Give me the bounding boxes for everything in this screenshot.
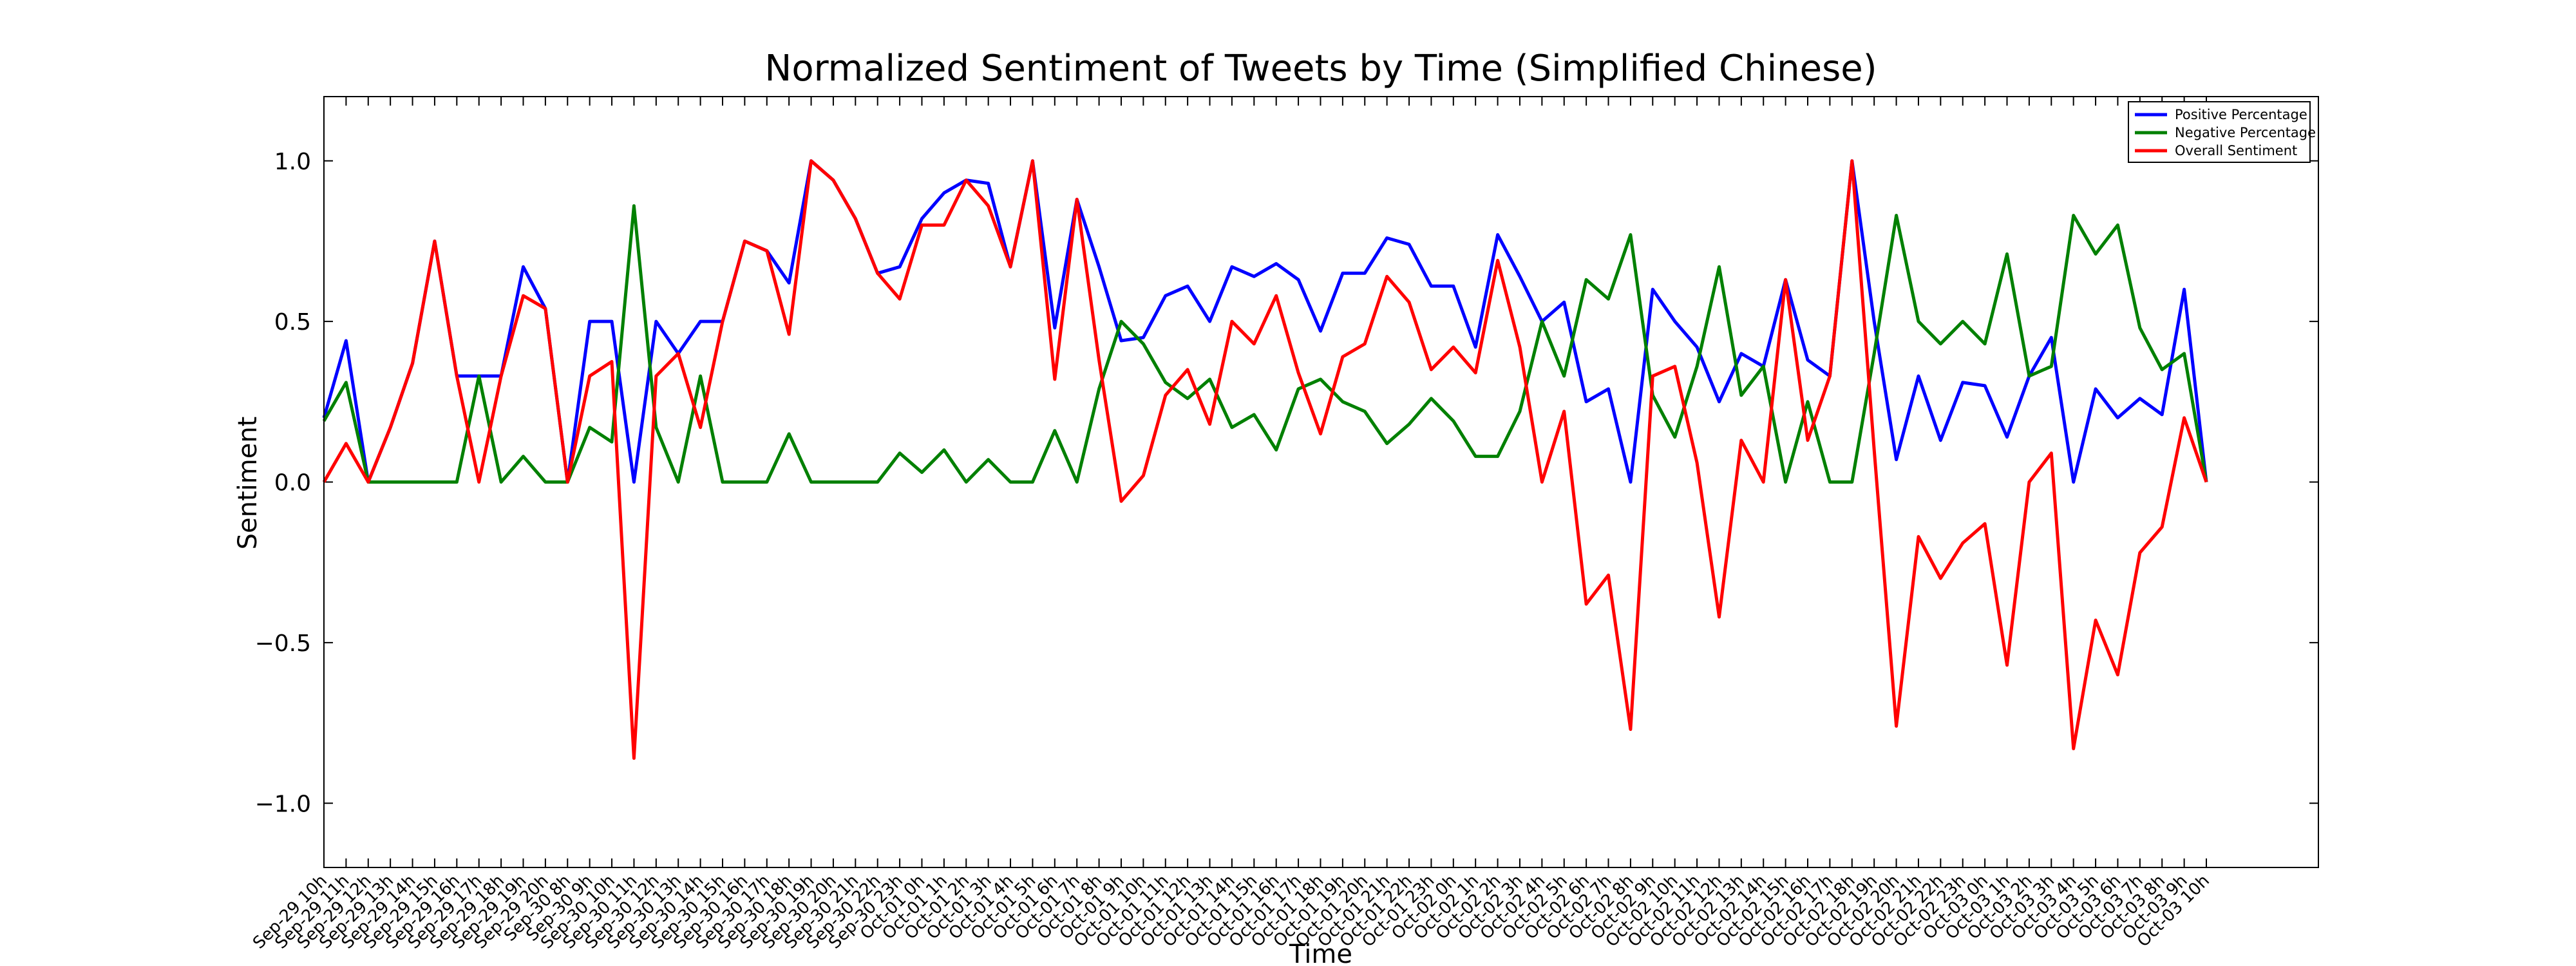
legend-label: Overall Sentiment: [2175, 143, 2297, 158]
y-axis-label: Sentiment: [233, 417, 263, 550]
y-tick-label: 1.0: [274, 149, 311, 175]
y-tick-label: 0.0: [274, 470, 311, 497]
series-line: [322, 204, 2208, 484]
y-tick-label: −1.0: [255, 791, 311, 817]
series-line: [322, 159, 2208, 484]
legend-label: Positive Percentage: [2175, 107, 2307, 122]
chart-title: Normalized Sentiment of Tweets by Time (…: [764, 48, 1877, 90]
legend-label: Negative Percentage: [2175, 125, 2316, 140]
x-axis-label: Time: [1289, 940, 1352, 966]
series-line: [322, 159, 2208, 760]
plot-frame: [323, 96, 2319, 868]
y-tick-label: 0.5: [274, 309, 311, 336]
y-tick-label: −0.5: [255, 630, 311, 657]
